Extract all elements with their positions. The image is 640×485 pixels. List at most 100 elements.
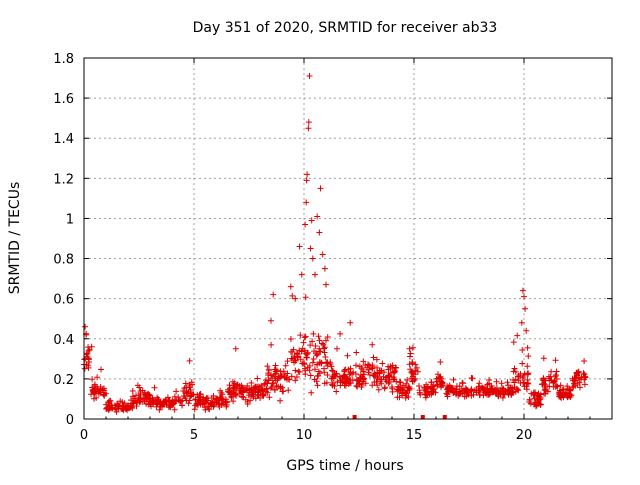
data-point	[236, 382, 243, 389]
data-point	[370, 354, 377, 361]
data-point	[360, 378, 367, 385]
data-point	[107, 397, 114, 404]
data-point	[525, 370, 532, 377]
data-point	[314, 382, 321, 389]
data-point	[129, 393, 136, 400]
data-point	[302, 221, 309, 228]
data-point	[438, 384, 445, 391]
data-point	[180, 388, 187, 395]
data-point	[171, 406, 178, 413]
data-point	[395, 383, 402, 390]
x-axis-label: GPS time / hours	[286, 458, 403, 474]
data-point	[249, 391, 256, 398]
data-point	[296, 369, 303, 376]
data-point	[330, 375, 337, 382]
data-point	[556, 391, 563, 398]
data-point	[498, 380, 505, 387]
data-point	[524, 344, 531, 351]
data-point	[157, 400, 164, 407]
data-point	[228, 394, 235, 401]
data-point	[185, 400, 192, 407]
data-point	[321, 380, 328, 387]
data-point	[311, 348, 318, 355]
data-point	[576, 379, 583, 386]
data-point	[406, 361, 413, 368]
data-point	[207, 400, 214, 407]
data-point	[94, 388, 101, 395]
data-point	[360, 358, 367, 365]
data-point	[135, 397, 142, 404]
data-point	[570, 380, 577, 387]
data-point	[264, 380, 271, 387]
data-point	[329, 367, 336, 374]
data-point	[415, 382, 422, 389]
data-point	[488, 385, 495, 392]
data-point	[524, 363, 531, 370]
data-point	[499, 386, 506, 393]
data-point	[232, 345, 239, 352]
data-point	[328, 375, 335, 382]
data-point	[484, 381, 491, 388]
data-point	[331, 383, 338, 390]
data-point	[230, 382, 237, 389]
data-point	[366, 362, 373, 369]
data-point	[374, 369, 381, 376]
data-point	[287, 336, 294, 343]
data-point	[388, 383, 395, 390]
data-point	[85, 362, 92, 369]
data-point	[381, 385, 388, 392]
data-point	[512, 369, 519, 376]
data-point	[276, 374, 283, 381]
data-point	[525, 353, 532, 360]
data-point	[205, 405, 212, 412]
data-point	[86, 359, 93, 366]
data-point	[264, 363, 271, 370]
data-point	[551, 377, 558, 384]
data-point	[524, 376, 531, 383]
data-point	[409, 344, 416, 351]
data-point	[456, 383, 463, 390]
data-point	[409, 370, 416, 377]
data-point	[537, 401, 544, 408]
data-point	[309, 338, 316, 345]
data-point	[443, 390, 450, 397]
data-point	[484, 388, 491, 395]
data-point	[427, 384, 434, 391]
data-point	[273, 367, 280, 374]
data-point	[218, 389, 225, 396]
data-point	[567, 387, 574, 394]
data-point	[302, 333, 309, 340]
data-point	[314, 213, 321, 220]
data-point	[84, 350, 91, 357]
data-point	[412, 361, 419, 368]
data-point	[82, 323, 89, 330]
data-point	[324, 371, 331, 378]
data-point	[341, 367, 348, 374]
data-point	[307, 342, 314, 349]
data-point	[305, 119, 312, 126]
data-point	[559, 386, 566, 393]
data-point	[428, 379, 435, 386]
data-point	[344, 352, 351, 359]
x-tick-labels: 0 5 10 15 20	[80, 428, 532, 443]
data-point	[436, 374, 443, 381]
data-point	[88, 391, 95, 398]
x-tick-label: 15	[406, 428, 423, 443]
data-point	[319, 251, 326, 258]
data-point	[406, 385, 413, 392]
data-point	[316, 370, 323, 377]
data-points	[81, 73, 589, 419]
y-tick-label: 0.2	[53, 373, 74, 388]
data-point	[213, 398, 220, 405]
tick-marks	[83, 57, 612, 420]
data-point	[535, 397, 542, 404]
data-point	[391, 368, 398, 375]
data-point	[337, 330, 344, 337]
data-point	[322, 353, 329, 360]
data-point	[522, 305, 529, 312]
data-point	[570, 383, 577, 390]
data-point	[151, 384, 158, 391]
data-point	[242, 386, 249, 393]
data-point	[302, 294, 309, 301]
data-point	[175, 394, 182, 401]
